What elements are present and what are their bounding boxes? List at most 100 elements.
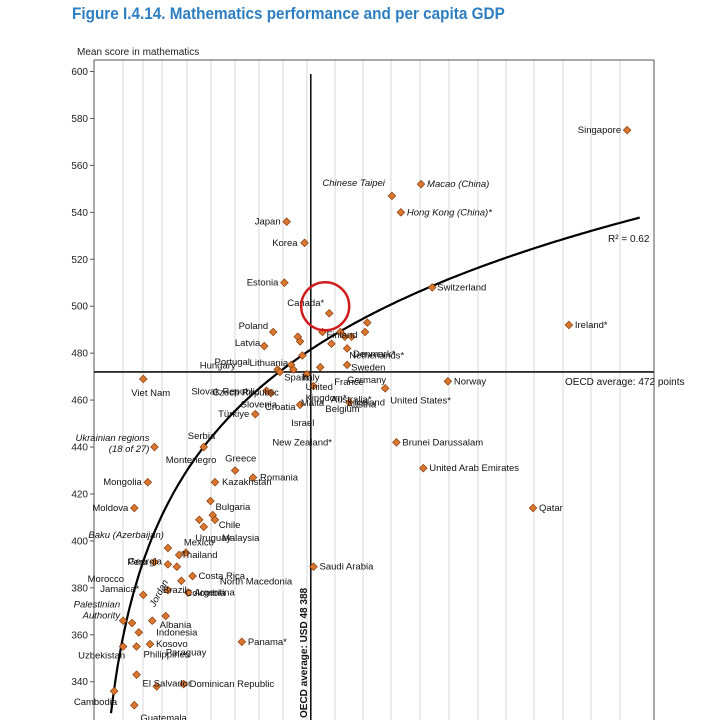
point-australia: [340, 332, 350, 342]
point-portugal: [275, 367, 285, 377]
label-saudi-arabia: Saudi Arabia: [320, 562, 375, 573]
point-jordan: [134, 628, 144, 637]
highlight-circle: [299, 280, 351, 332]
point-philippines: [132, 642, 141, 651]
label-serbia: Serbia: [188, 431, 216, 442]
label-palestinian-authority: Palestinian Authority: [74, 600, 122, 622]
point-georgia: [163, 560, 173, 569]
label-portugal: Portugal: [215, 357, 250, 368]
trend-curve: [109, 216, 640, 714]
point-guatemala: [130, 700, 139, 710]
point-panama: [237, 637, 247, 647]
y-tick-label: 540: [71, 208, 88, 219]
label-brazil: Brazil: [163, 585, 187, 596]
label-ukrainian-regions-18-of-27: Ukrainian regions (18 of 27): [76, 433, 150, 455]
point-moldova: [130, 503, 139, 513]
label-united-arab-emirates: United Arab Emirates: [429, 463, 519, 474]
label-guatemala: Guatemala: [140, 713, 187, 720]
label-croatia: Croatia: [265, 402, 296, 413]
point-cambodia: [109, 686, 119, 696]
figure-title: Figure I.4.14. Mathematics performance a…: [72, 4, 505, 23]
gridlines: [122, 60, 621, 720]
point-malaysia: [210, 515, 220, 525]
point-france: [315, 362, 325, 372]
label-korea: Korea: [272, 238, 298, 249]
point-el-salvador: [132, 670, 141, 679]
point-belgium: [336, 327, 345, 337]
label-malaysia: Malaysia: [222, 533, 260, 544]
label-belgium: Belgium: [325, 404, 359, 415]
label-bulgaria: Bulgaria: [215, 502, 251, 513]
y-axis-label: Mean score in mathematics: [77, 47, 199, 58]
label-colombia: Colombia: [185, 588, 226, 599]
label-spain: Spain: [284, 373, 308, 384]
oecd-average-gdp-label: OECD average: USD 48 388: [299, 587, 310, 718]
label-latvia: Latvia: [235, 338, 261, 349]
label-albania: Albania: [160, 620, 192, 631]
point-united-states: [380, 384, 390, 393]
label-poland: Poland: [239, 321, 269, 332]
point-germany: [342, 360, 352, 370]
label-iceland: Iceland: [354, 397, 385, 408]
point-uzbekistan: [118, 642, 128, 651]
point-ukrainian-regions-18-of-27: [150, 442, 159, 452]
label-kazakhstan: Kazakhstan: [222, 477, 272, 488]
label-uruguay: Uruguay: [195, 533, 231, 544]
point-united-arab-emirates: [418, 463, 428, 473]
point-croatia: [266, 388, 276, 398]
point-viet-nam: [138, 374, 148, 384]
point-israel: [295, 400, 305, 410]
label-norway: Norway: [454, 376, 486, 387]
point-romania: [248, 473, 258, 482]
point-thailand: [174, 550, 184, 560]
label-romania: Romania: [260, 473, 299, 484]
oecd-average-score-label: OECD average: 472 points: [565, 377, 685, 388]
point-kosovo: [145, 639, 155, 649]
label-united-kingdom: United Kingdom*: [305, 382, 346, 404]
point-mexico: [181, 548, 191, 557]
y-axis-ticks: 340 360 380 400 420 440 460 480 500 520 540 560 580 6…: [71, 67, 94, 688]
point-uruguay: [194, 515, 204, 525]
y-tick-label: 460: [71, 396, 88, 407]
y-tick-label: 380: [71, 583, 88, 594]
label-t-rkiye: Türkiye: [218, 409, 249, 420]
label-macao-china: Macao (China): [427, 179, 489, 190]
label-montenegro: Montenegro: [166, 455, 217, 466]
y-tick-label: 440: [71, 443, 88, 454]
label-uzbekistan: Uzbekistan: [78, 651, 125, 662]
trend-line: [109, 216, 640, 714]
point-north-macedonia: [172, 562, 182, 572]
r-squared-label: R² = 0.62: [608, 234, 650, 245]
label-dominican-republic: Dominican Republic: [190, 679, 275, 690]
label-hong-kong-china: Hong Kong (China)*: [407, 207, 492, 218]
label-estonia: Estonia: [247, 278, 279, 289]
label-slovenia: Slovenia: [241, 399, 278, 410]
point-norway: [443, 377, 453, 386]
label-panama: Panama*: [248, 637, 287, 648]
label-switzerland: Switzerland: [437, 282, 486, 293]
point-estonia: [280, 278, 289, 288]
point-argentina: [183, 588, 193, 597]
point-austria: [347, 332, 356, 342]
point-t-rkiye: [250, 409, 260, 419]
label-kosovo: Kosovo: [156, 639, 188, 650]
label-el-salvador: El Salvador: [143, 679, 192, 690]
point-spain: [289, 365, 298, 374]
label-chinese-taipei: Chinese Taipei: [322, 178, 385, 189]
point-poland: [268, 327, 278, 337]
point-colombia: [177, 576, 186, 586]
y-tick-label: 500: [71, 302, 88, 313]
label-paraguay: Paraguay: [166, 647, 207, 658]
point-japan: [282, 217, 291, 227]
label-indonesia: Indonesia: [156, 628, 198, 639]
label-brunei-darussalam: Brunei Darussalam: [402, 437, 483, 448]
label-moldova: Moldova: [92, 503, 129, 514]
point-denmark: [360, 327, 370, 337]
oecd-average-lines: [94, 74, 654, 720]
point-brazil: [163, 585, 173, 595]
y-tick-label: 600: [71, 67, 88, 78]
point-indonesia: [147, 616, 157, 625]
point-chinese-taipei: [387, 191, 397, 201]
label-singapore: Singapore: [578, 125, 621, 136]
point-ireland: [564, 320, 574, 330]
